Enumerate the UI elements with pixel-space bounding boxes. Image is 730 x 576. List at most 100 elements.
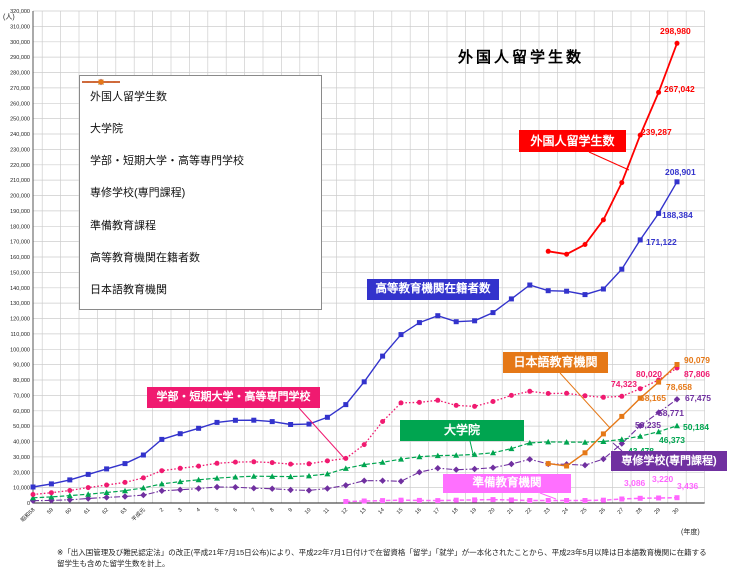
value-label: 90,079	[684, 355, 710, 365]
legend-label: 外国人留学生数	[90, 91, 167, 104]
svg-text:30,000: 30,000	[13, 455, 30, 461]
svg-text:280,000: 280,000	[10, 71, 30, 77]
svg-text:2: 2	[159, 507, 165, 513]
svg-text:270,000: 270,000	[10, 86, 30, 92]
svg-text:5: 5	[214, 507, 220, 513]
value-label: 78,658	[666, 382, 692, 392]
legend-item: 専修学校(専門課程)	[80, 78, 321, 200]
svg-text:120,000: 120,000	[10, 317, 30, 323]
svg-text:昭和58: 昭和58	[19, 506, 37, 524]
svg-text:60: 60	[65, 507, 74, 516]
legend-item: 学部・短期大学・高等専門学校	[80, 79, 321, 168]
value-label: 298,980	[660, 26, 691, 36]
value-label: 267,042	[664, 84, 695, 94]
svg-text:17: 17	[433, 507, 442, 516]
svg-text:290,000: 290,000	[10, 55, 30, 61]
svg-text:4: 4	[196, 507, 202, 513]
footnote: ※「出入国管理及び難民認定法」の改正(平成21年7月15日公布)により、平成22…	[57, 547, 712, 569]
svg-text:220,000: 220,000	[10, 163, 30, 169]
svg-text:25: 25	[580, 507, 589, 516]
svg-text:70,000: 70,000	[13, 393, 30, 399]
svg-text:62: 62	[101, 507, 110, 516]
svg-text:260,000: 260,000	[10, 101, 30, 107]
annotation-specialized-training: 専修学校(専門課程)	[611, 451, 727, 471]
svg-text:250,000: 250,000	[10, 117, 30, 123]
svg-text:170,000: 170,000	[10, 240, 30, 246]
legend-item: 日本語教育機関	[80, 79, 321, 297]
legend-label: 学部・短期大学・高等専門学校	[90, 155, 244, 168]
svg-text:130,000: 130,000	[10, 301, 30, 307]
svg-text:11: 11	[323, 507, 331, 515]
svg-text:23: 23	[543, 507, 552, 516]
svg-text:160,000: 160,000	[10, 255, 30, 261]
svg-text:61: 61	[83, 507, 92, 516]
svg-text:190,000: 190,000	[10, 209, 30, 215]
svg-text:50,000: 50,000	[13, 424, 30, 430]
svg-text:9: 9	[288, 507, 294, 513]
annotation-japanese-language-institutes: 日本語教育機関	[503, 352, 608, 373]
svg-text:19: 19	[469, 507, 478, 516]
svg-text:27: 27	[617, 507, 626, 516]
legend-label: 日本語教育機関	[90, 283, 167, 296]
svg-text:240,000: 240,000	[10, 132, 30, 138]
svg-text:30: 30	[672, 507, 681, 516]
annotation-preparatory: 準備教育機関	[443, 474, 571, 493]
svg-text:20,000: 20,000	[13, 470, 30, 476]
y-axis-unit: (人)	[3, 14, 15, 21]
svg-text:3: 3	[177, 507, 183, 513]
svg-text:90,000: 90,000	[13, 363, 30, 369]
svg-text:110,000: 110,000	[11, 332, 30, 338]
legend-label: 高等教育機関在籍者数	[90, 251, 200, 264]
chart-title: 外国人留学生数	[458, 49, 585, 66]
footnote-line2: 留学生も含めた留学生数を計上。	[57, 559, 170, 568]
value-label: 239,287	[641, 127, 672, 137]
svg-text:310,000: 310,000	[10, 24, 30, 30]
annotation-undergraduate: 学部・短期大学・高等専門学校	[147, 387, 320, 408]
svg-text:6: 6	[232, 507, 238, 513]
svg-text:8: 8	[269, 507, 275, 513]
legend-item: 外国人留学生数	[80, 79, 321, 104]
svg-text:180,000: 180,000	[10, 224, 30, 230]
svg-text:59: 59	[46, 507, 55, 516]
annotation-total: 外国人留学生数	[519, 130, 626, 152]
value-label: 50,184	[683, 422, 709, 432]
value-label: 171,122	[646, 237, 677, 247]
svg-text:7: 7	[251, 507, 257, 513]
svg-text:60,000: 60,000	[13, 409, 30, 415]
legend-label: 大学院	[90, 123, 123, 136]
legend: 外国人留学生数 大学院学部・短期大学・高等専門学校 専修学校(専門課程) 準備教育課程…	[79, 75, 322, 310]
legend-label: 専修学校(専門課程)	[90, 187, 186, 200]
svg-text:平成元: 平成元	[129, 505, 147, 523]
footnote-line1: ※「出入国管理及び難民認定法」の改正(平成21年7月15日公布)により、平成22…	[57, 548, 707, 557]
value-label: 80,020	[636, 369, 662, 379]
svg-text:20: 20	[488, 507, 497, 516]
svg-text:0: 0	[27, 501, 30, 507]
legend-item: 準備教育課程	[80, 79, 321, 233]
svg-text:12: 12	[341, 507, 350, 516]
svg-text:13: 13	[359, 507, 368, 516]
svg-text:320,000: 320,000	[10, 9, 30, 15]
svg-text:10,000: 10,000	[13, 486, 30, 492]
value-label: 3,220	[652, 474, 674, 484]
svg-text:22: 22	[525, 507, 534, 516]
svg-text:28: 28	[635, 507, 644, 516]
svg-text:16: 16	[414, 507, 423, 516]
value-label: 208,901	[665, 167, 696, 177]
value-label: 74,323	[611, 379, 637, 389]
value-label: 68,165	[640, 393, 666, 403]
svg-text:210,000: 210,000	[10, 178, 30, 184]
svg-text:80,000: 80,000	[13, 378, 30, 384]
legend-swatch-square-icon	[82, 79, 120, 85]
value-label: 50,235	[635, 420, 661, 430]
legend-item: 高等教育機関在籍者数	[80, 79, 321, 265]
annotation-higher-education: 高等教育機関在籍者数	[367, 279, 499, 300]
svg-text:100,000: 100,000	[10, 347, 30, 353]
svg-text:140,000: 140,000	[10, 286, 30, 292]
value-label: 67,475	[685, 393, 711, 403]
legend-item: 大学院	[80, 79, 321, 136]
svg-text:300,000: 300,000	[10, 40, 30, 46]
svg-text:200,000: 200,000	[10, 194, 30, 200]
annotation-graduate-school: 大学院	[400, 420, 524, 441]
svg-text:14: 14	[377, 507, 386, 516]
